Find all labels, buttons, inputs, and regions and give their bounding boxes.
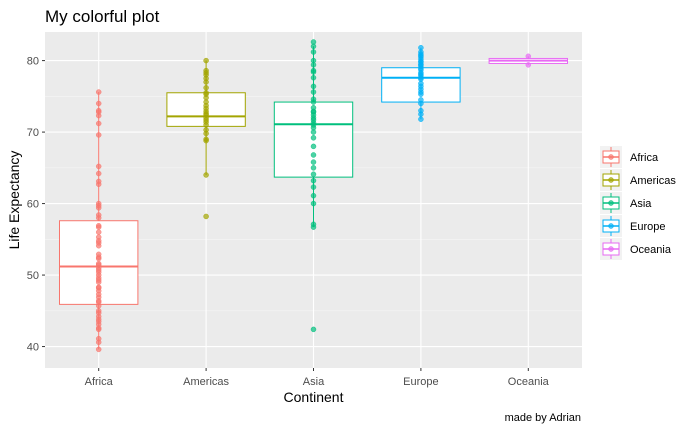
- data-point: [95, 107, 102, 114]
- data-point: [203, 127, 209, 133]
- data-point: [310, 135, 317, 141]
- legend-label: Americas: [630, 175, 676, 187]
- y-tick-label: 80: [27, 56, 39, 68]
- x-tick-label: Asia: [303, 376, 325, 388]
- data-point: [95, 346, 102, 353]
- data-point: [95, 132, 102, 138]
- box-oceania: [488, 53, 569, 68]
- data-point: [418, 44, 424, 51]
- data-point: [95, 178, 102, 185]
- data-point: [310, 200, 317, 207]
- legend-entry-europe: Europe: [600, 215, 665, 237]
- data-point: [310, 57, 317, 64]
- data-point: [418, 97, 424, 103]
- data-point: [418, 116, 424, 122]
- data-point: [310, 192, 317, 199]
- chart-title: My colorful plot: [45, 7, 160, 26]
- caption: made by Adrian: [505, 412, 581, 424]
- data-point: [310, 96, 317, 102]
- data-point: [203, 67, 209, 74]
- box-americas: [166, 57, 246, 220]
- y-axis-title: Life Expectancy: [6, 151, 22, 250]
- data-point: [203, 90, 209, 96]
- data-point: [310, 105, 317, 111]
- data-point: [95, 163, 102, 170]
- data-point: [95, 170, 102, 177]
- data-point: [310, 75, 317, 81]
- data-point: [95, 222, 102, 229]
- data-point: [203, 136, 209, 142]
- data-point: [310, 159, 317, 165]
- data-point: [310, 184, 317, 190]
- data-point: [310, 89, 317, 95]
- data-point: [95, 89, 102, 95]
- data-point: [95, 284, 102, 290]
- legend-key-point: [608, 177, 614, 183]
- y-tick-label: 40: [27, 342, 39, 354]
- x-tick-label: Africa: [85, 376, 114, 388]
- data-point: [95, 120, 102, 127]
- data-point: [525, 53, 532, 60]
- x-tick-label: Oceania: [508, 376, 550, 388]
- data-point: [95, 308, 102, 314]
- data-point: [95, 234, 102, 240]
- x-tick-label: Americas: [183, 376, 229, 388]
- data-point: [310, 171, 317, 178]
- data-point: [95, 260, 102, 267]
- legend-label: Oceania: [630, 244, 672, 256]
- legend-label: Europe: [630, 221, 665, 233]
- box-asia: [273, 39, 354, 333]
- legend-key-point: [608, 246, 614, 252]
- data-point: [95, 100, 102, 107]
- y-tick-label: 70: [27, 127, 39, 139]
- data-point: [310, 67, 317, 74]
- data-point: [310, 221, 317, 228]
- legend-entry-americas: Americas: [600, 169, 676, 191]
- data-point: [203, 172, 209, 178]
- data-point: [203, 85, 209, 91]
- x-axis: Africa Americas Asia Europe Oceania: [85, 368, 550, 388]
- data-point: [310, 326, 317, 333]
- legend-entry-asia: Asia: [600, 192, 652, 214]
- data-point: [95, 229, 102, 235]
- data-point: [310, 177, 317, 184]
- legend: Africa Americas Asia Europe Oceania: [600, 146, 676, 260]
- y-axis: 40 50 60 70 80: [27, 56, 45, 354]
- data-point: [418, 107, 424, 114]
- data-point: [95, 335, 102, 342]
- legend-key-point: [608, 223, 614, 229]
- x-tick-label: Europe: [403, 376, 438, 388]
- data-point: [310, 143, 317, 150]
- legend-key-point: [608, 154, 614, 160]
- legend-entry-africa: Africa: [600, 146, 659, 168]
- legend-key-point: [608, 200, 614, 206]
- data-point: [310, 39, 317, 45]
- boxes: [58, 39, 569, 353]
- data-point: [310, 165, 317, 171]
- data-point: [95, 200, 102, 207]
- box-europe: [381, 44, 461, 122]
- legend-label: Africa: [630, 152, 659, 164]
- data-point: [310, 49, 317, 55]
- data-point: [310, 152, 317, 158]
- data-point: [203, 213, 209, 220]
- box-africa: [58, 89, 139, 353]
- data-point: [310, 83, 317, 90]
- data-point: [95, 251, 102, 258]
- legend-entry-oceania: Oceania: [600, 238, 672, 260]
- legend-label: Asia: [630, 198, 652, 210]
- data-point: [203, 57, 209, 64]
- y-tick-label: 60: [27, 199, 39, 211]
- y-tick-label: 50: [27, 270, 39, 282]
- x-axis-title: Continent: [284, 389, 344, 405]
- data-point: [525, 62, 532, 68]
- data-point: [95, 212, 102, 218]
